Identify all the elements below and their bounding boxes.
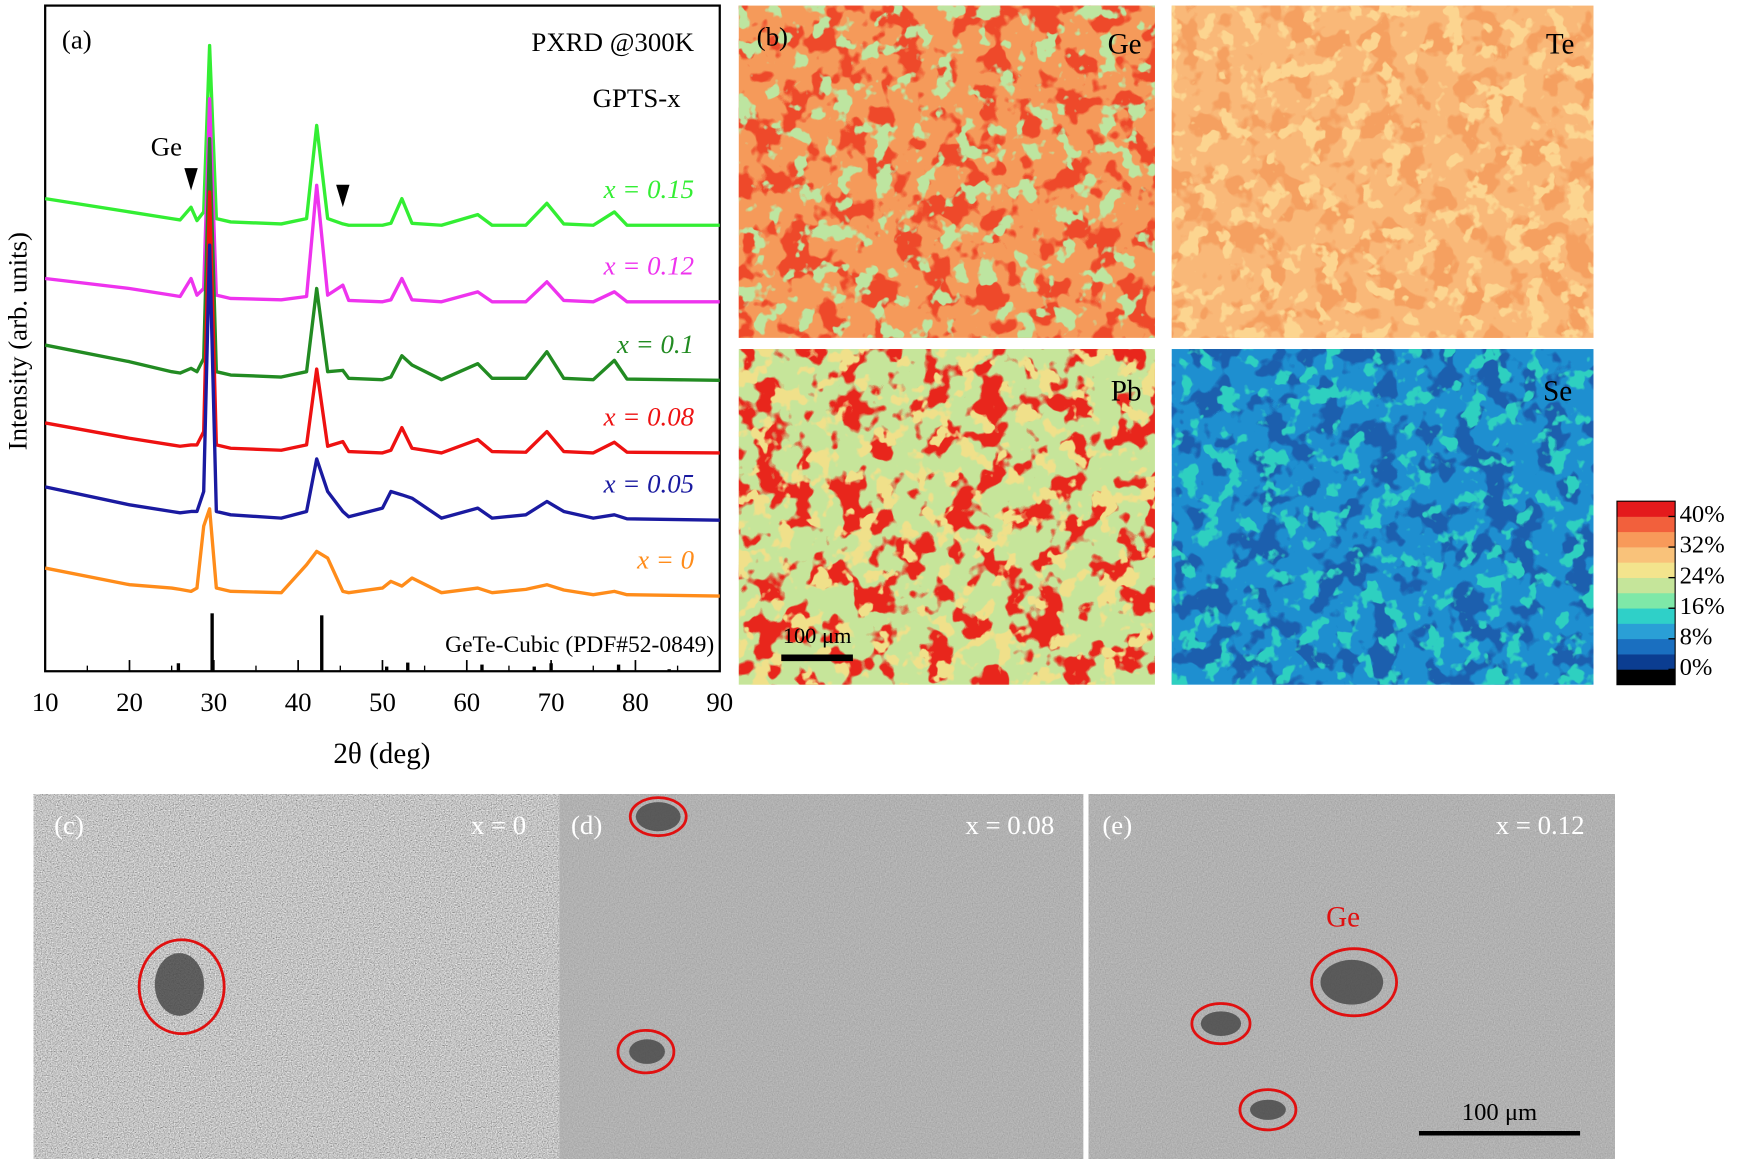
map-label: Te bbox=[1546, 29, 1575, 61]
series-label: x = 0.15 bbox=[603, 174, 694, 204]
circle bbox=[1238, 1088, 1298, 1132]
peak-arrow bbox=[336, 184, 350, 208]
scale-bar-label: 100 μm bbox=[1462, 1099, 1537, 1126]
colorbar-tick-label: 16% bbox=[1680, 593, 1725, 620]
grain bbox=[1320, 959, 1384, 1005]
panel-label: (a) bbox=[62, 25, 92, 55]
panel-label: (c) bbox=[54, 810, 84, 840]
colorbar-band bbox=[1616, 531, 1676, 548]
peak-arrow bbox=[184, 168, 198, 191]
xrd-curve bbox=[44, 507, 720, 598]
series-label: x = 0.1 bbox=[616, 329, 694, 359]
colorbar-band bbox=[1616, 547, 1676, 563]
annotation: PXRD @300K bbox=[531, 27, 694, 57]
colorbar-band bbox=[1616, 669, 1676, 685]
grain bbox=[154, 953, 205, 1016]
xrd-curve bbox=[44, 97, 720, 304]
x-tick-label: 50 bbox=[369, 687, 396, 717]
panel-label: (d) bbox=[571, 810, 602, 840]
grain bbox=[629, 1039, 665, 1064]
colorbar-band bbox=[1616, 562, 1676, 578]
colorbar-band bbox=[1616, 608, 1676, 624]
circle bbox=[137, 938, 226, 1036]
map-phase bbox=[1171, 5, 1594, 338]
colorbar-band bbox=[1616, 577, 1676, 594]
dark-grains bbox=[154, 802, 1384, 1120]
map-phase bbox=[738, 349, 1155, 685]
map-label: Pb bbox=[1111, 375, 1142, 407]
x-tick-label: 40 bbox=[285, 687, 312, 717]
panel-label: (b) bbox=[757, 21, 788, 51]
x-tick-label: 90 bbox=[706, 687, 733, 717]
circle bbox=[616, 1028, 676, 1075]
colorbar-tick-label: 40% bbox=[1680, 501, 1725, 528]
x-tick-label: 70 bbox=[538, 687, 565, 717]
circle bbox=[1190, 1002, 1252, 1046]
circle bbox=[628, 796, 688, 838]
colorbar-band bbox=[1616, 592, 1676, 609]
y-axis-label: Intensity (arb. units) bbox=[3, 232, 33, 450]
arrow-label: Ge bbox=[151, 131, 182, 161]
colorbar: 0% 8% 16% 24% 32% 40% bbox=[1616, 500, 1725, 686]
annotation: GPTS-x bbox=[593, 83, 682, 113]
xrd-curve bbox=[44, 43, 720, 227]
series-label: x = 0 bbox=[636, 545, 694, 575]
map-phase bbox=[1171, 349, 1594, 685]
sem-image bbox=[33, 794, 560, 1159]
series-label: x = 0.08 bbox=[603, 401, 695, 431]
annotation: Ge bbox=[1326, 901, 1360, 933]
map-label: Se bbox=[1543, 375, 1572, 407]
panel-label: (e) bbox=[1102, 810, 1132, 840]
x-axis-label: 2θ (deg) bbox=[333, 738, 430, 770]
reference-label: GeTe-Cubic (PDF#52-0849) bbox=[445, 632, 714, 658]
x-tick-label: 60 bbox=[453, 687, 480, 717]
colorbar-tick-label: 8% bbox=[1680, 623, 1713, 650]
colorbar-band bbox=[1616, 654, 1676, 670]
grain bbox=[1200, 1011, 1242, 1036]
x-tick-label: 80 bbox=[622, 687, 649, 717]
colorbar-band bbox=[1616, 623, 1676, 640]
separator bbox=[1083, 794, 1089, 1159]
colorbar-band bbox=[1616, 638, 1676, 655]
xrd-curve bbox=[44, 137, 720, 383]
grain bbox=[635, 802, 681, 832]
colorbar-tick-label: 32% bbox=[1680, 532, 1725, 559]
element-maps: Ge Te Pb Se bbox=[738, 5, 1594, 685]
sem-image bbox=[559, 794, 1084, 1159]
colorbar-band bbox=[1616, 501, 1676, 517]
xrd-curve bbox=[44, 190, 720, 455]
series-label: x = 0.05 bbox=[603, 469, 694, 499]
colorbar-frame bbox=[1616, 500, 1676, 686]
micrograph-labels: (c) x = 0 (d) x = 0.08 (e) x = 0.12 bbox=[54, 810, 1584, 840]
x-tick-label: 30 bbox=[200, 687, 227, 717]
x-tick-label: 20 bbox=[116, 687, 143, 717]
colorbar-tick-label: 0% bbox=[1680, 654, 1713, 681]
scale-bar-label: 100 μm bbox=[783, 623, 852, 648]
colorbar-tick-label: 24% bbox=[1680, 562, 1725, 589]
condition-label: x = 0 bbox=[471, 810, 526, 840]
condition-label: x = 0.12 bbox=[1496, 810, 1585, 840]
xrd-curve bbox=[44, 243, 720, 522]
highlight-circles bbox=[137, 796, 1398, 1132]
series-label: x = 0.12 bbox=[603, 250, 694, 280]
colorbar-band bbox=[1616, 516, 1676, 533]
x-tick-label: 10 bbox=[32, 687, 59, 717]
circle bbox=[1310, 947, 1398, 1018]
map-phase bbox=[738, 5, 1155, 338]
grain bbox=[1250, 1099, 1286, 1120]
condition-label: x = 0.08 bbox=[965, 810, 1054, 840]
map-label: Ge bbox=[1108, 29, 1142, 61]
